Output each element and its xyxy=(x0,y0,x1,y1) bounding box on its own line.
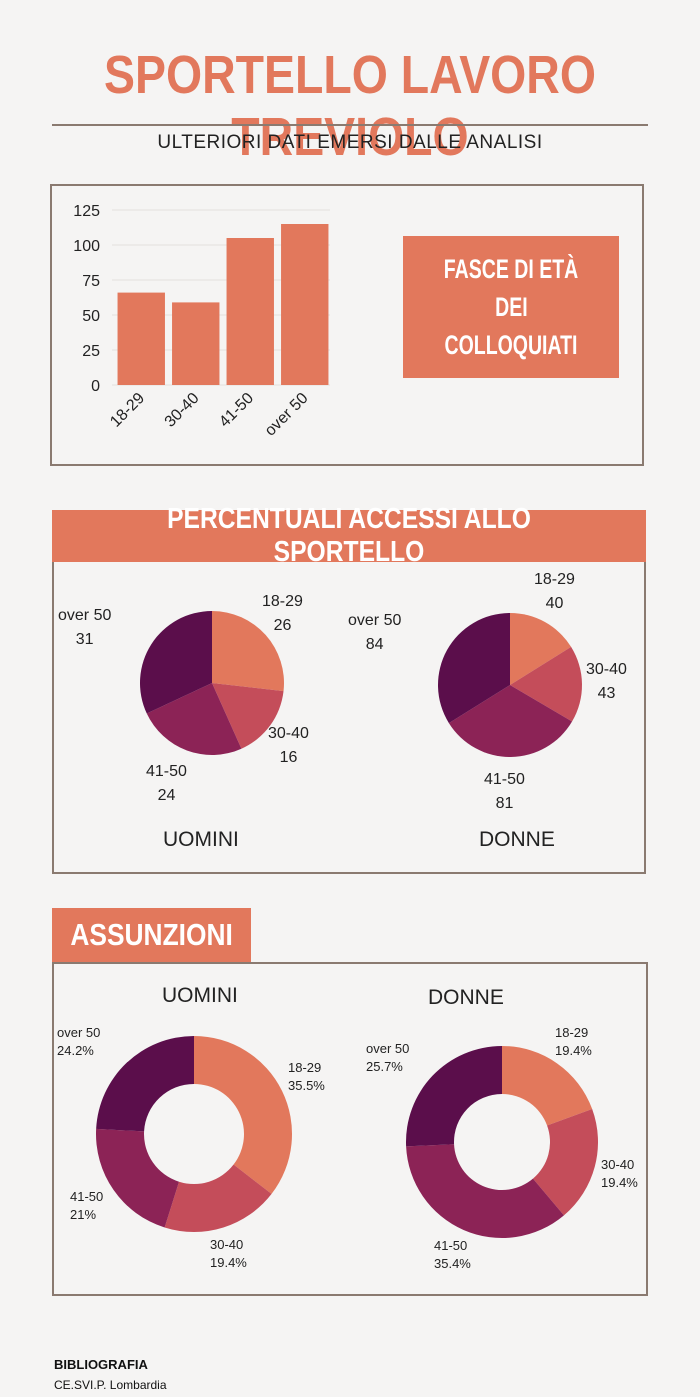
title-divider xyxy=(52,124,648,126)
access-women-data-label: 30-40 43 xyxy=(586,661,627,702)
access-women-data-label: over 50 84 xyxy=(348,612,402,653)
hiring-women-label: DONNE xyxy=(428,986,504,1009)
bibliography-source: CE.SVI.P. Lombardia xyxy=(54,1378,167,1392)
hiring-women-data-label: 41-50 35.4% xyxy=(434,1238,471,1271)
access-men-data-label: 30-40 16 xyxy=(268,725,309,766)
hiring-men-data-label: 18-29 35.5% xyxy=(288,1060,325,1093)
age-groups-label-block: FASCE DI ETÀ DEI COLLOQUIATI xyxy=(403,236,619,378)
access-men-data-label: over 50 31 xyxy=(58,607,112,648)
hiring-panel xyxy=(52,962,648,1296)
hiring-women-data-label: 30-40 19.4% xyxy=(601,1157,638,1190)
access-women-label: DONNE xyxy=(479,828,555,851)
age-label-line-3: COLLOQUIATI xyxy=(444,330,578,360)
page-subtitle: ULTERIORI DATI EMERSI DALLE ANALISI xyxy=(157,132,543,153)
age-label-line-1: FASCE DI ETÀ xyxy=(443,254,579,284)
hiring-men-data-label: 30-40 19.4% xyxy=(210,1237,247,1270)
hiring-men-data-label: over 50 24.2% xyxy=(57,1025,101,1058)
access-men-label: UOMINI xyxy=(163,828,239,851)
access-title-bar: PERCENTUALI ACCESSI ALLO SPORTELLO xyxy=(52,503,646,568)
age-label-line-2: DEI xyxy=(494,292,528,322)
hiring-women-data-label: over 50 25.7% xyxy=(366,1041,410,1074)
access-title: PERCENTUALI ACCESSI ALLO SPORTELLO xyxy=(167,503,531,568)
age-bar-chart-panel xyxy=(50,184,644,466)
hiring-women-data-label: 18-29 19.4% xyxy=(555,1025,592,1058)
access-men-data-label: 41-50 24 xyxy=(146,763,187,804)
hiring-men-label: UOMINI xyxy=(162,984,238,1007)
page-title: SPORTELLO LAVORO TREVIOLO xyxy=(104,45,596,167)
hiring-title: ASSUNZIONI xyxy=(70,917,233,952)
access-women-data-label: 41-50 81 xyxy=(484,771,525,812)
hiring-title-bar: ASSUNZIONI xyxy=(52,908,251,962)
bibliography-heading: BIBLIOGRAFIA xyxy=(54,1357,148,1372)
access-women-data-label: 18-29 40 xyxy=(534,571,575,612)
hiring-men-data-label: 41-50 21% xyxy=(70,1189,104,1222)
access-men-data-label: 18-29 26 xyxy=(262,593,303,634)
